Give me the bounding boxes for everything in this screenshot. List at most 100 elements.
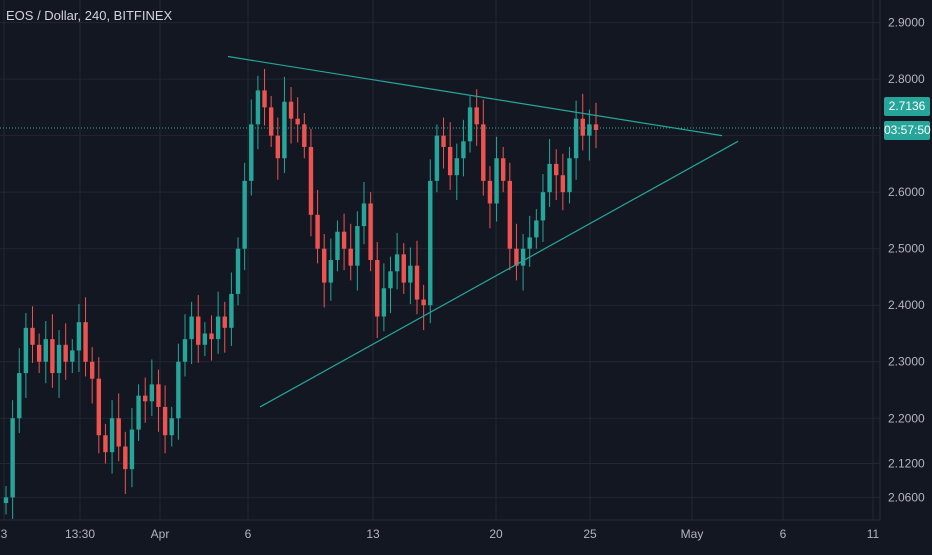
candle-body [394,254,400,272]
candle-body [50,339,55,374]
candle-body [235,248,241,294]
candle-body [494,158,499,204]
candle-body [341,231,347,249]
candle-body [487,180,493,204]
candle-body [401,254,406,283]
candle-body [434,135,440,181]
y-tick-label: 2.9000 [888,16,925,30]
candle-body [308,146,314,215]
x-tick-label: 13:30 [65,527,95,541]
y-tick-label: 2.8000 [888,72,925,86]
candle-body [275,135,280,159]
candle-body [560,175,566,193]
candle-body [547,163,552,193]
candle-body [302,124,307,147]
candle-body [182,339,188,362]
candle-body [215,316,221,340]
candle-body [162,406,168,436]
candle-body [540,192,546,221]
candle-body [202,333,208,345]
candle-body [520,248,526,266]
candle-body [169,418,174,436]
candle-body [149,384,155,402]
x-tick-label: May [681,527,704,541]
x-tick-label: Apr [151,527,170,541]
candle-body [143,395,148,402]
candle-body [467,107,473,142]
candle-body [441,135,446,147]
candle-body [136,395,141,430]
candle-body [156,384,161,407]
candle-body [3,497,9,504]
candle-body [282,101,287,159]
candle-body [573,118,579,159]
y-tick-label: 2.6000 [888,185,925,199]
candle-body [103,435,108,453]
candle-body [196,316,201,345]
x-tick-label: 11 [867,527,880,541]
candle-body [481,124,486,181]
y-tick-label: 2.0600 [888,490,925,504]
candle-body [43,339,48,362]
x-tick-label: 6 [780,527,787,541]
chart-title: EOS / Dollar, 240, BITFINEX [6,8,173,23]
candle-body [381,288,387,317]
candle-body [368,203,373,260]
y-tick-label: 2.3000 [888,355,925,369]
candle-body [123,446,128,470]
candle-body [315,214,320,249]
candle-body [255,90,261,125]
candle-body [328,260,334,283]
resistance-trendline [227,55,723,137]
candle-body [116,418,121,447]
candle-body [96,378,102,436]
candle-body [375,260,380,317]
candle-body [189,316,194,340]
y-tick-label: 2.2000 [888,411,925,425]
candle-body [527,237,532,249]
candle-body [76,322,82,351]
y-tick-label: 2.1200 [888,456,925,470]
candle-body [268,107,274,136]
candle-body [447,146,453,176]
candle-body [109,418,115,453]
x-tick-label: 13 [366,527,380,541]
candle-body [30,327,35,345]
candle-body [414,265,420,300]
candle-body [10,418,15,498]
candle-body [335,231,340,260]
candle-body [580,118,585,136]
candle-body [361,203,367,227]
current-price-badge: 2.7136 [884,97,930,116]
candle-body [454,158,459,176]
candle-body [554,163,559,176]
y-tick-label: 2.4000 [888,298,925,312]
candle-body [249,124,254,181]
candle-body [129,429,135,470]
candle-body [56,344,62,374]
x-tick-label: 6 [245,527,252,541]
candle-body [288,101,294,119]
candle-body [262,90,267,108]
candle-body [348,248,353,266]
candle-body [63,344,68,362]
support-trendline [259,140,739,408]
x-tick-label: 25 [583,527,597,541]
candle-body [461,141,466,159]
candle-body [242,180,247,249]
candle-body [388,271,393,289]
countdown-badge: 03:57:50 [884,121,931,140]
x-tick-label: 3 [1,527,8,541]
candle-body [222,316,227,328]
candle-body [89,361,95,379]
candle-body [408,265,413,283]
x-tick-label: 20 [489,527,503,541]
candle-body [474,107,479,125]
candle-body [587,124,592,136]
candle-body [36,344,42,362]
candle-body [593,124,599,130]
candle-body [295,118,300,125]
candle-body [514,248,519,266]
